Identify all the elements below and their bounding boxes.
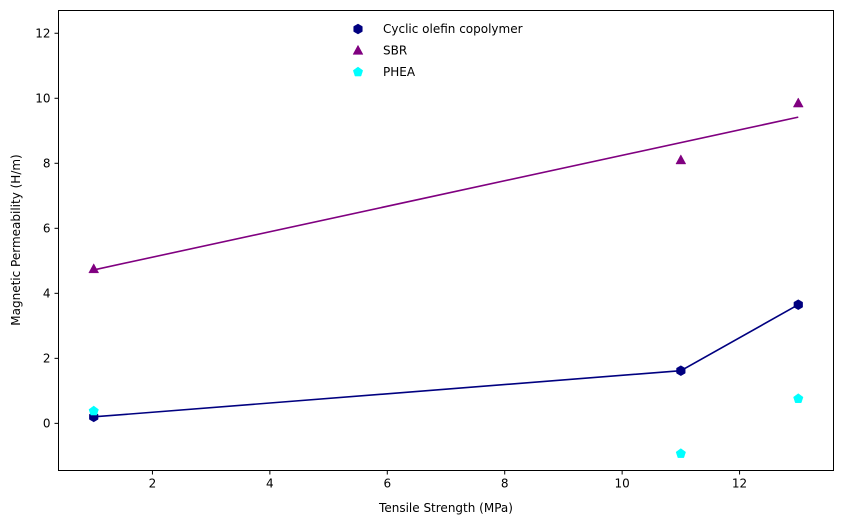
y-tick-label: 10 (35, 91, 50, 105)
y-tick-label: 4 (43, 286, 51, 300)
y-tick-label: 8 (43, 156, 51, 170)
data-point-series-2 (793, 393, 804, 403)
x-tick-label: 10 (614, 477, 629, 491)
x-tick-label: 4 (266, 477, 274, 491)
legend-label-2: PHEA (383, 65, 416, 79)
data-point-series-0 (793, 299, 803, 310)
legend-label-1: SBR (383, 44, 407, 58)
data-point-series-1 (88, 263, 100, 274)
data-point-series-2 (88, 405, 99, 416)
x-tick-label: 2 (149, 477, 157, 491)
x-tick-label: 6 (383, 477, 391, 491)
x-tick-label: 8 (501, 477, 509, 491)
x-axis-label: Tensile Strength (MPa) (378, 501, 513, 515)
y-tick-label: 12 (35, 26, 50, 40)
y-tick-label: 0 (43, 416, 51, 430)
x-axis-ticks: 2 4 6 8 10 12 (149, 470, 747, 491)
legend-marker-1 (352, 44, 364, 55)
data-point-series-2 (675, 448, 686, 458)
plot-area (58, 10, 834, 471)
legend: Cyclic olefin copolymer SBR PHEA (352, 22, 523, 79)
data-point-series-1 (675, 154, 687, 165)
y-tick-label: 6 (43, 221, 51, 235)
plot-frame (58, 10, 834, 471)
y-axis-label: Magnetic Permeability (H/m) (9, 154, 23, 325)
series-line-1 (93, 116, 799, 271)
y-tick-label: 2 (43, 351, 51, 365)
data-point-series-0 (676, 365, 686, 376)
legend-label-0: Cyclic olefin copolymer (383, 22, 523, 36)
y-axis-ticks: 0 2 4 6 8 10 12 (35, 26, 59, 430)
legend-marker-2 (352, 66, 364, 77)
data-point-series-1 (792, 97, 804, 108)
x-tick-label: 12 (732, 477, 747, 491)
legend-marker-0 (353, 23, 363, 35)
data-points (88, 97, 804, 458)
